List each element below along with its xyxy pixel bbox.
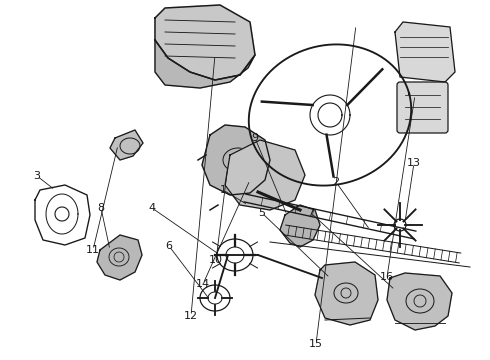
Polygon shape [225,140,305,210]
Text: 15: 15 [309,339,323,349]
Polygon shape [97,235,142,280]
Text: 13: 13 [407,158,421,168]
Text: 16: 16 [380,272,394,282]
Polygon shape [280,205,320,247]
Polygon shape [400,85,445,130]
Text: 12: 12 [184,311,198,321]
Polygon shape [155,5,255,80]
Text: 1: 1 [220,185,226,195]
Polygon shape [395,22,455,82]
Text: 6: 6 [166,241,172,251]
Polygon shape [387,273,452,330]
Text: 11: 11 [86,245,100,255]
Text: 9: 9 [251,133,259,143]
Text: 14: 14 [196,279,210,289]
Text: 5: 5 [259,208,266,218]
Polygon shape [315,262,378,325]
Text: 2: 2 [332,177,340,187]
Text: 10: 10 [209,255,223,265]
Text: 8: 8 [98,203,104,213]
FancyBboxPatch shape [397,82,448,133]
Text: 7: 7 [307,208,315,218]
Text: 3: 3 [33,171,41,181]
Polygon shape [110,130,143,160]
Polygon shape [202,125,270,195]
Text: 4: 4 [148,203,155,213]
Polygon shape [155,40,255,88]
